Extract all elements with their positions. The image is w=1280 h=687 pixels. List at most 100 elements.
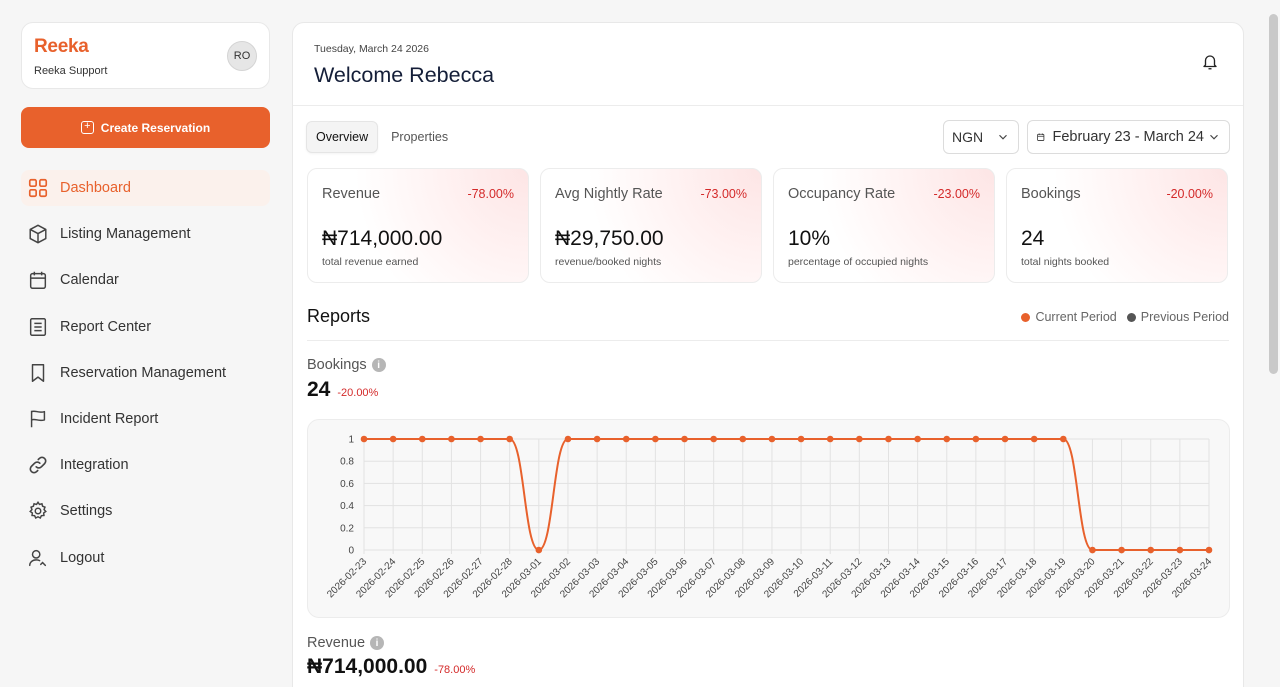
data-point <box>914 435 921 443</box>
scrollbar[interactable] <box>1269 14 1278 374</box>
gear-icon <box>29 501 47 520</box>
y-tick-label: 0.8 <box>340 457 354 468</box>
sidebar-item-settings[interactable]: Settings <box>21 493 270 529</box>
reports-title: Reports <box>307 306 371 326</box>
calendar-icon <box>1037 133 1045 141</box>
data-point <box>1118 546 1125 554</box>
sidebar-item-label: Listing Management <box>60 226 191 243</box>
sidebar-item-report-center[interactable]: Report Center <box>21 309 270 345</box>
data-point <box>1060 435 1067 443</box>
data-point <box>389 435 397 443</box>
tabs: Overview Properties <box>306 121 457 153</box>
legend-label: Current Period <box>1035 310 1117 324</box>
sidebar-item-label: Report Center <box>60 318 152 335</box>
legend-dot <box>1126 312 1136 322</box>
stat-label: Occupancy Rate <box>788 186 896 202</box>
create-reservation-button[interactable]: + Create Reservation <box>21 107 270 148</box>
box-icon <box>29 224 47 244</box>
plus-icon: + <box>80 121 94 134</box>
legend-item-previous[interactable]: Previous Period <box>1126 310 1229 324</box>
legend-dot <box>1021 312 1031 322</box>
stat-change: -73.00% <box>700 187 747 201</box>
data-point <box>506 435 513 443</box>
stat-card-avg-nightly-rate: Avg Nightly Rate -73.00% ₦29,750.00 reve… <box>540 168 762 283</box>
data-point <box>418 435 426 443</box>
sidebar-item-label: Settings <box>60 503 113 520</box>
data-point <box>622 435 630 443</box>
data-point <box>768 435 776 443</box>
chart-legend: Current Period Previous Period <box>1021 310 1229 324</box>
series-line-current-period <box>363 438 1209 552</box>
data-point <box>710 435 717 443</box>
header-divider <box>293 105 1243 106</box>
sidebar-item-label: Reservation Management <box>60 364 227 381</box>
stat-label: Avg Nightly Rate <box>555 186 663 202</box>
sidebar-item-label: Logout <box>60 549 105 566</box>
stat-card-revenue: Revenue -78.00% ₦714,000.00 total revenu… <box>307 168 529 283</box>
data-point <box>360 435 368 443</box>
chevron-down-icon <box>999 134 1007 140</box>
legend-item-current[interactable]: Current Period <box>1021 310 1117 324</box>
metric-value-text: ₦714,000.00 <box>307 655 428 678</box>
revenue-metric-label: Revenue i <box>307 635 385 651</box>
sidebar-item-listing-management[interactable]: Listing Management <box>21 216 270 252</box>
chevron-down-icon <box>1210 134 1218 140</box>
sidebar-item-incident-report[interactable]: Incident Report <box>21 401 270 437</box>
brand-card: Reeka Reeka Support RO <box>21 22 270 89</box>
data-point <box>448 435 455 443</box>
stat-subtitle: percentage of occupied nights <box>788 256 929 268</box>
data-point <box>972 435 980 443</box>
stat-subtitle: revenue/booked nights <box>555 256 662 268</box>
report-icon <box>29 317 47 336</box>
data-point <box>681 435 688 443</box>
bookings-metric-value: 24 -20.00% <box>307 378 378 402</box>
data-point <box>593 435 601 443</box>
bookings-metric-label: Bookings i <box>307 357 386 373</box>
data-point <box>1030 435 1038 443</box>
stat-change: -23.00% <box>933 187 980 201</box>
stat-value: 24 <box>1021 227 1045 250</box>
metric-value-text: 24 <box>307 378 331 401</box>
logout-icon <box>29 549 47 566</box>
stat-card-bookings: Bookings -20.00% 24 total nights booked <box>1006 168 1228 283</box>
stat-label: Bookings <box>1021 186 1081 202</box>
dashboard-icon <box>28 178 48 198</box>
bookings-line-chart: 00.20.40.60.812026-02-232026-02-242026-0… <box>325 435 1214 601</box>
create-reservation-label: Create Reservation <box>100 120 211 135</box>
sidebar-item-label: Incident Report <box>60 410 159 427</box>
sidebar-nav: Dashboard Listing Management Calendar Re… <box>21 170 270 586</box>
stat-value: 10% <box>788 227 831 250</box>
currency-select[interactable]: NGN <box>943 120 1019 154</box>
data-point <box>1205 546 1213 554</box>
y-tick-label: 0.4 <box>340 501 354 512</box>
sidebar-item-integration[interactable]: Integration <box>21 447 270 483</box>
info-icon[interactable]: i <box>370 636 385 650</box>
sidebar-item-logout[interactable]: Logout <box>21 540 270 576</box>
data-point <box>1001 435 1009 443</box>
data-point <box>856 435 863 443</box>
data-point <box>1089 546 1096 554</box>
sidebar-item-calendar[interactable]: Calendar <box>21 262 270 298</box>
data-point <box>477 435 484 443</box>
date-range-picker[interactable]: February 23 - March 24 <box>1027 120 1230 154</box>
bell-icon[interactable] <box>1201 53 1219 71</box>
sidebar-item-dashboard[interactable]: Dashboard <box>21 170 270 206</box>
avatar[interactable]: RO <box>227 41 257 71</box>
stat-label: Revenue <box>322 186 381 202</box>
sidebar-item-label: Dashboard <box>60 180 131 196</box>
bookings-chart: 0 0.2 0.4 0.6 0.8 1 2026-02-23 2026-02-24 2026-0… <box>307 419 1230 618</box>
data-point <box>1176 546 1184 554</box>
metric-change: -20.00% <box>337 387 379 399</box>
tab-properties[interactable]: Properties <box>391 130 449 144</box>
sidebar-item-reservation-management[interactable]: Reservation Management <box>21 355 270 391</box>
data-point <box>797 435 805 443</box>
flag-icon <box>30 410 46 428</box>
stat-subtitle: total revenue earned <box>322 256 419 268</box>
brand-subtitle: Reeka Support <box>34 65 108 77</box>
tab-overview[interactable]: Overview <box>306 121 379 153</box>
data-point <box>826 435 834 443</box>
bookmark-icon <box>31 363 45 382</box>
stat-value: ₦29,750.00 <box>555 227 664 250</box>
metric-label-text: Bookings <box>307 357 367 373</box>
info-icon[interactable]: i <box>371 358 386 372</box>
